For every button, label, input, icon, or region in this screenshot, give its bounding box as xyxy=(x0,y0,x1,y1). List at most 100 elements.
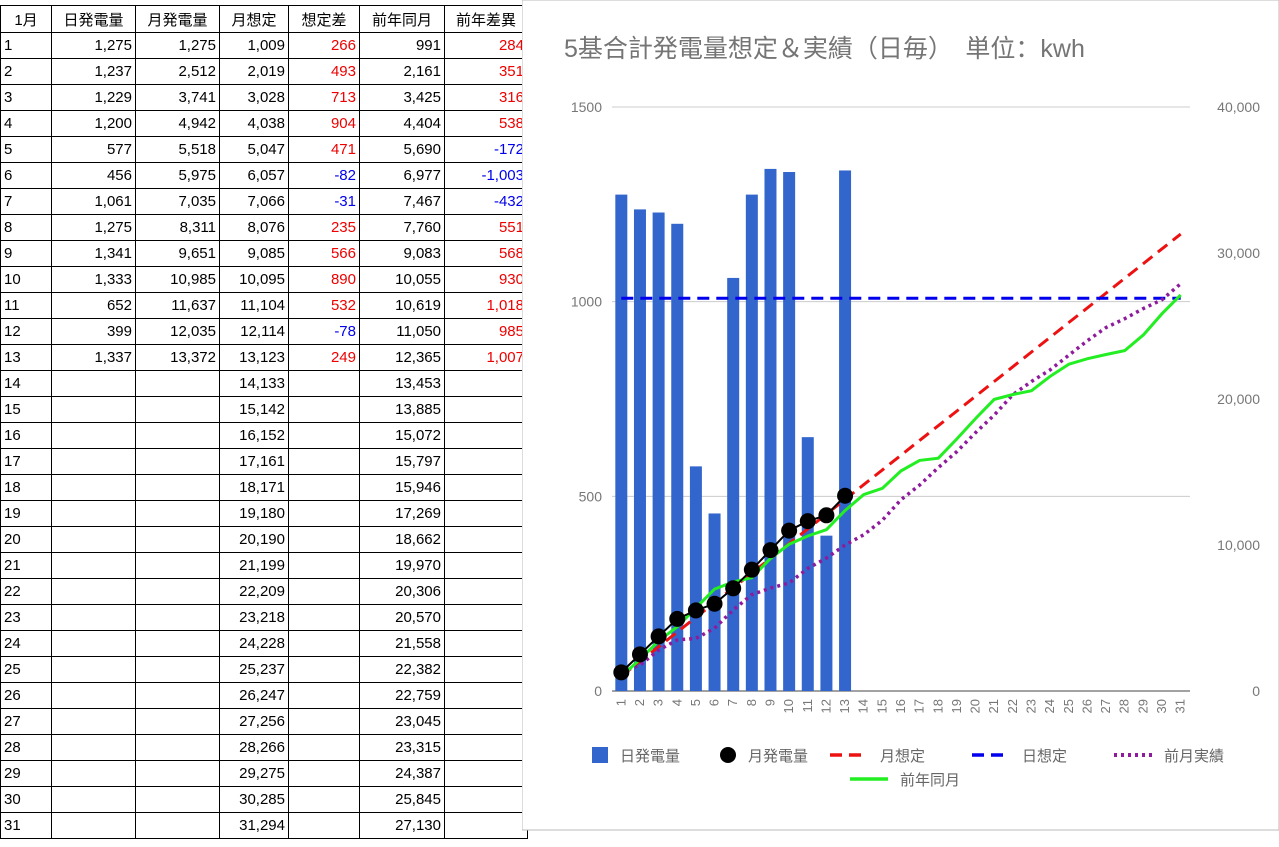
table-cell xyxy=(135,578,220,605)
table-cell xyxy=(288,396,360,423)
table-row: 30 30,285 25,845 xyxy=(0,786,528,813)
x-tick-label: 10 xyxy=(781,699,796,713)
table-cell xyxy=(288,500,360,527)
table-cell: 14,133 xyxy=(219,370,289,397)
table-cell: 20,190 xyxy=(219,526,289,553)
table-cell: 19,970 xyxy=(359,552,445,579)
bar xyxy=(727,277,740,691)
table-cell: 月発電量 xyxy=(135,5,220,33)
table-cell: 31,294 xyxy=(219,812,289,839)
table-cell: 493 xyxy=(288,58,360,85)
table-cell: 22,382 xyxy=(359,656,445,683)
table-cell: -82 xyxy=(288,162,360,189)
table-cell: 5 xyxy=(0,136,52,163)
table-cell: 30 xyxy=(0,786,52,813)
table-cell: 652 xyxy=(51,292,136,319)
point-marker xyxy=(837,487,854,504)
table-cell: 2,019 xyxy=(219,58,289,85)
table-cell xyxy=(288,786,360,813)
table-cell xyxy=(444,760,528,787)
table-cell xyxy=(51,396,136,423)
x-tick-label: 25 xyxy=(1061,699,1076,713)
table-cell xyxy=(135,370,220,397)
table-cell: 23 xyxy=(0,604,52,631)
table-cell xyxy=(135,630,220,657)
table-row: 27 27,256 23,045 xyxy=(0,708,528,735)
table-cell: 568 xyxy=(444,240,528,267)
table-row: 24 24,228 21,558 xyxy=(0,630,528,657)
table-cell: 日発電量 xyxy=(51,5,136,33)
table-cell: 10,619 xyxy=(359,292,445,319)
table-cell: 3,741 xyxy=(135,84,220,111)
table-row: 31 31,294 27,130 xyxy=(0,812,528,839)
table-cell: 10,985 xyxy=(135,266,220,293)
table-cell: 930 xyxy=(444,266,528,293)
table-row: 8 1,275 8,311 8,076 235 7,760 551 xyxy=(0,214,528,241)
table-cell: 9 xyxy=(0,240,52,267)
table-cell: 13,123 xyxy=(219,344,289,371)
table-cell: 5,975 xyxy=(135,162,220,189)
x-tick-label: 11 xyxy=(800,699,815,713)
bar xyxy=(839,170,852,692)
x-tick-label: 8 xyxy=(744,699,759,706)
table-cell xyxy=(51,708,136,735)
legend-label: 日想定 xyxy=(1022,748,1067,765)
table-cell: -31 xyxy=(288,188,360,215)
legend-label: 前月実績 xyxy=(1164,748,1224,765)
table-cell: 11,050 xyxy=(359,318,445,345)
point-marker xyxy=(706,595,723,612)
table-cell xyxy=(288,708,360,735)
x-tick-label: 2 xyxy=(632,699,647,706)
x-tick-label: 26 xyxy=(1079,699,1094,713)
x-tick-label: 22 xyxy=(1005,699,1020,713)
y2-tick-label: 20,000 xyxy=(1217,391,1260,407)
table-cell xyxy=(288,578,360,605)
x-tick-label: 12 xyxy=(818,699,833,713)
table-cell: 24,228 xyxy=(219,630,289,657)
bar xyxy=(689,466,702,691)
table-cell: 4,038 xyxy=(219,110,289,137)
table-cell: 16,152 xyxy=(219,422,289,449)
table-row: 21 21,199 19,970 xyxy=(0,552,528,579)
table-row: 4 1,200 4,942 4,038 904 4,404 538 xyxy=(0,110,528,137)
table-cell: 9,085 xyxy=(219,240,289,267)
table-cell: 5,518 xyxy=(135,136,220,163)
table-cell: 1,200 xyxy=(51,110,136,137)
table-row: 22 22,209 20,306 xyxy=(0,578,528,605)
table-cell xyxy=(135,760,220,787)
x-tick-label: 29 xyxy=(1135,699,1150,713)
table-cell xyxy=(288,656,360,683)
y2-tick-label: 10,000 xyxy=(1217,537,1260,553)
y2-tick-label: 40,000 xyxy=(1217,99,1260,115)
table-cell xyxy=(51,656,136,683)
table-cell xyxy=(135,552,220,579)
table-cell xyxy=(51,682,136,709)
table-cell: 23,045 xyxy=(359,708,445,735)
legend-label: 日発電量 xyxy=(620,748,680,765)
table-cell: 22,209 xyxy=(219,578,289,605)
table-cell: 25 xyxy=(0,656,52,683)
x-tick-label: 17 xyxy=(912,699,927,713)
table-cell xyxy=(135,604,220,631)
table-row: 5 577 5,518 5,047 471 5,690 -172 xyxy=(0,136,528,163)
table-cell: 23,315 xyxy=(359,734,445,761)
table-cell: 27,130 xyxy=(359,812,445,839)
table-cell xyxy=(444,656,528,683)
x-tick-label: 15 xyxy=(874,699,889,713)
table-cell xyxy=(444,500,528,527)
table-cell: 18 xyxy=(0,474,52,501)
table-cell xyxy=(135,448,220,475)
table-cell: 1,275 xyxy=(51,214,136,241)
table-row: 3 1,229 3,741 3,028 713 3,425 316 xyxy=(0,84,528,111)
bar xyxy=(615,194,628,691)
y-tick-label: 500 xyxy=(579,488,603,504)
bar xyxy=(633,209,646,692)
table-cell: 27 xyxy=(0,708,52,735)
table-cell: 前年差異 xyxy=(444,5,528,33)
table-cell: 12,035 xyxy=(135,318,220,345)
table-cell xyxy=(135,500,220,527)
table-cell: 566 xyxy=(288,240,360,267)
table-row: 19 19,180 17,269 xyxy=(0,500,528,527)
table-cell: 7,467 xyxy=(359,188,445,215)
table-cell: 7,035 xyxy=(135,188,220,215)
